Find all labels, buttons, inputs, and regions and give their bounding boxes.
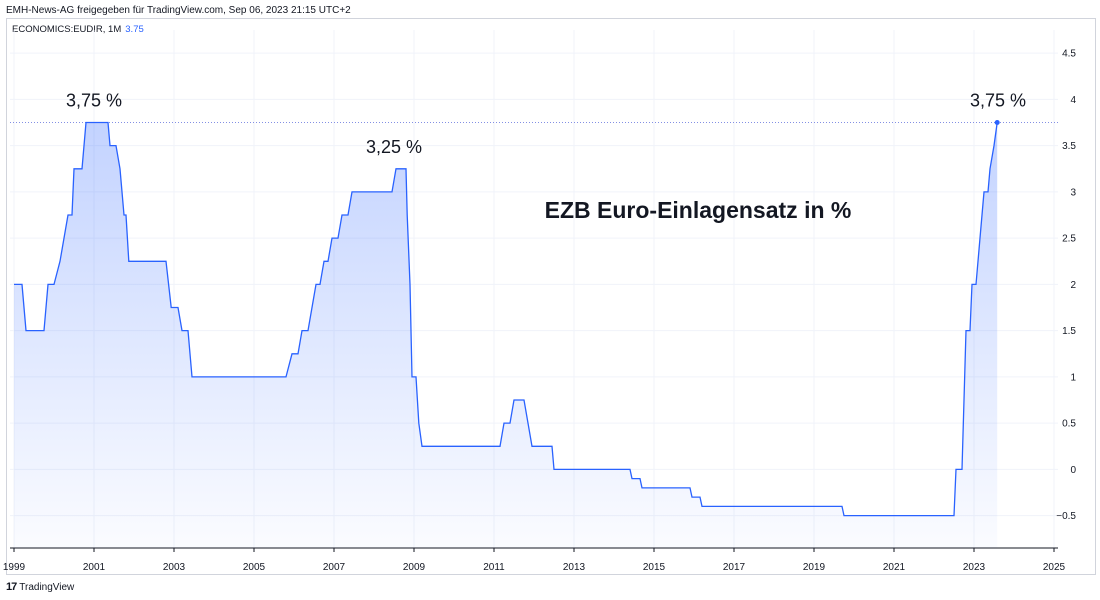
- y-tick-label: 4: [1070, 95, 1076, 106]
- x-tick-label: 2025: [1043, 562, 1066, 573]
- chart-credit-line: EMH-News-AG freigegeben für TradingView.…: [6, 5, 351, 16]
- y-tick-label: 2: [1070, 280, 1076, 291]
- annotation-label: 3,25 %: [366, 137, 422, 157]
- x-tick-label: 2011: [483, 562, 505, 573]
- x-tick-label: 2017: [723, 562, 746, 573]
- x-tick-label: 2013: [563, 562, 586, 573]
- tradingview-mark-icon: 17: [6, 581, 17, 593]
- x-tick-label: 2007: [323, 562, 346, 573]
- series-line: [14, 121, 998, 517]
- y-tick-label: 4.5: [1062, 49, 1076, 60]
- x-tick-label: 2005: [243, 562, 266, 573]
- y-tick-label: 1: [1070, 372, 1076, 383]
- y-tick-label: −0.5: [1056, 511, 1076, 522]
- annotation-label: 3,75 %: [66, 91, 122, 111]
- x-tick-label: 2009: [403, 562, 426, 573]
- symbol-label: ECONOMICS:EUDIR, 1M: [12, 24, 122, 35]
- x-tick-label: 2019: [803, 562, 826, 573]
- x-axis: 1999 2001 2003 2005 2007 2009 2011 2013 2015 2017…: [3, 547, 1066, 573]
- y-tick-label: 3.5: [1062, 141, 1076, 152]
- chart-frame: [6, 18, 1096, 575]
- y-tick-label: 3: [1070, 187, 1076, 198]
- x-tick-label: 2001: [83, 562, 106, 573]
- x-tick-label: 2021: [883, 562, 906, 573]
- chart-title: EZB Euro-Einlagensatz in %: [545, 197, 852, 223]
- last-point-marker: [994, 120, 1000, 125]
- y-tick-label: 0.5: [1062, 419, 1076, 430]
- tradingview-logo-text: TradingView: [19, 581, 75, 593]
- x-tick-label: 1999: [3, 562, 26, 573]
- x-tick-label: 2003: [163, 562, 186, 573]
- y-tick-label: 1.5: [1062, 326, 1076, 337]
- x-tick-label: 2015: [643, 562, 666, 573]
- annotations: 3,75 % 3,25 % 3,75 %: [66, 91, 1026, 157]
- x-tick-label: 2023: [963, 562, 986, 573]
- y-tick-label: 2.5: [1062, 234, 1076, 245]
- last-value: 3.75: [125, 24, 144, 35]
- y-tick-label: 0: [1070, 465, 1076, 476]
- area-fill: [14, 122, 998, 548]
- tradingview-logo[interactable]: 17 TradingView: [6, 581, 74, 593]
- annotation-label: 3,75 %: [970, 91, 1026, 111]
- symbol-legend[interactable]: ECONOMICS:EUDIR, 1M 3.75: [12, 24, 144, 35]
- y-axis: 4.5 4 3.5 3 2.5 2 1.5 1 0.5 0 −0.5: [1056, 49, 1076, 523]
